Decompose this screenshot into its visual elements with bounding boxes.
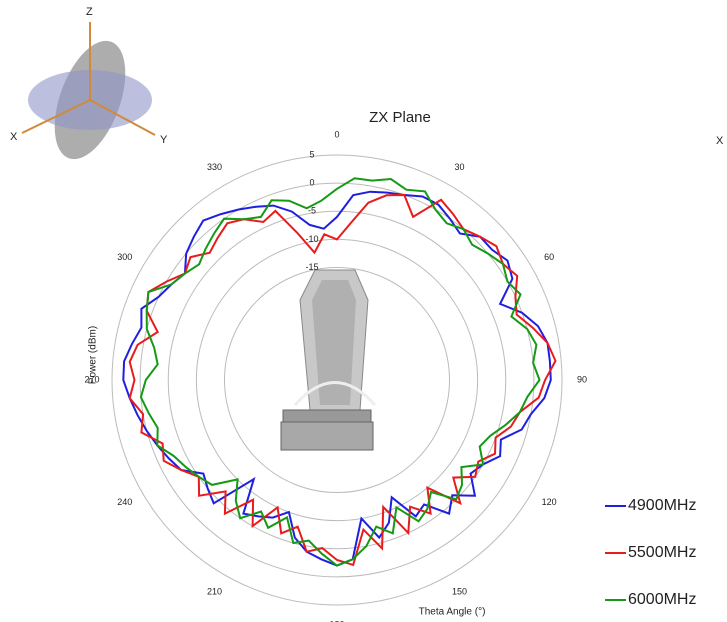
angle-tick-label: 240 (117, 497, 132, 507)
axes-icon: X Y Z (10, 6, 168, 160)
legend-label: 5500MHz (628, 544, 696, 561)
antenna-body (312, 280, 356, 405)
y-axis-label: Power (dBm) (88, 326, 99, 384)
r-tick-label: -10 (305, 234, 318, 244)
icon-axis (21, 99, 91, 134)
angle-tick-label: 0 (334, 129, 339, 139)
icon-axis (89, 99, 156, 136)
angle-tick-label: 30 (454, 162, 464, 172)
angle-tick-label: 150 (452, 587, 467, 597)
legend: 4900MHz 5500MHz 6000MHz (605, 497, 696, 608)
icon-label: X (716, 135, 724, 147)
angle-tick-label: 330 (207, 162, 222, 172)
r-tick-label: -5 (308, 206, 316, 216)
antenna-detail (293, 381, 377, 406)
legend-label: 4900MHz (628, 497, 696, 514)
grid-ring (224, 267, 450, 493)
angle-tick-label: 180 (329, 619, 344, 622)
antenna-base (280, 421, 374, 451)
antenna-image (280, 269, 377, 451)
icon-label: Z (86, 6, 93, 18)
r-tick-label: -15 (305, 262, 318, 272)
legend-label: 6000MHz (628, 591, 696, 608)
grid-ring (167, 210, 507, 550)
angle-tick-label: 210 (207, 587, 222, 597)
angle-tick-label: 270 (84, 374, 99, 384)
angle-tick-label: 60 (544, 252, 554, 262)
antenna-base (282, 409, 372, 423)
grid-ring (139, 182, 535, 578)
plot: 5 0 -5 -10 -15 (122, 149, 557, 567)
icon-label: X (10, 131, 18, 143)
angle-tick-label: 300 (117, 252, 132, 262)
series-line (139, 177, 541, 567)
grid-ring (111, 154, 563, 606)
angle-tick-label: 90 (577, 374, 587, 384)
icon-label: Y (160, 134, 168, 146)
r-tick-label: 5 (309, 149, 314, 159)
x-axis-label: Theta Angle (°) (419, 607, 486, 618)
angle-tick-label: 120 (542, 497, 557, 507)
r-tick-label: 0 (309, 178, 314, 188)
series-line (128, 193, 557, 567)
chart-title: ZX Plane (369, 109, 431, 126)
